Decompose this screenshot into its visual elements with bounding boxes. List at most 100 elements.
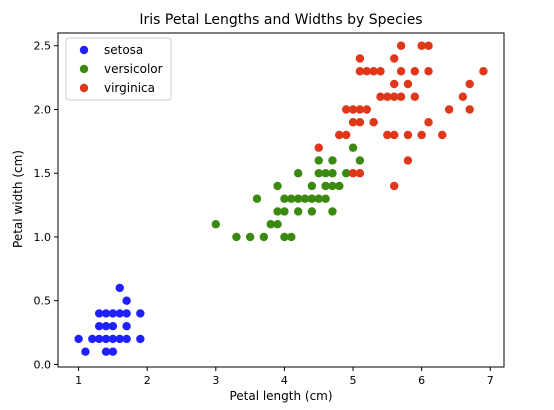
data-point-versicolor (252, 194, 262, 203)
data-point-setosa (101, 322, 111, 331)
data-point-versicolor (293, 207, 303, 216)
data-point-virginica (341, 130, 351, 140)
data-point-setosa (94, 309, 104, 318)
x-axis: 1 2 3 4 5 6 7 (75, 367, 494, 387)
data-point-setosa (136, 334, 145, 344)
y-tick-label: 0.0 (34, 358, 52, 371)
data-point-versicolor (314, 169, 323, 178)
data-point-setosa (115, 309, 124, 318)
legend-marker (79, 64, 89, 74)
data-point-virginica (396, 41, 406, 50)
data-point-setosa (81, 347, 90, 356)
data-point-versicolor (232, 232, 241, 242)
data-point-virginica (362, 105, 371, 114)
data-point-virginica (383, 130, 392, 140)
legend-box (65, 37, 172, 101)
legend-label: versicolor (104, 62, 163, 76)
chart-title: Iris Petal Lengths and Widths by Species (139, 12, 422, 28)
data-point-versicolor (314, 194, 323, 203)
data-point-versicolor (321, 169, 330, 178)
data-point-virginica (390, 130, 399, 140)
data-point-setosa (101, 334, 111, 344)
x-axis-label: Petal length (cm) (229, 389, 332, 403)
data-point-setosa (122, 334, 131, 344)
data-point-virginica (465, 105, 474, 114)
y-tick-label: 1.5 (34, 167, 52, 180)
data-point-virginica (417, 130, 426, 140)
x-tick-label: 6 (418, 374, 425, 387)
data-point-virginica (458, 92, 468, 101)
y-tick-label: 0.5 (34, 295, 52, 308)
y-axis: 0.0 0.5 1.0 1.5 2.0 2.5 (34, 40, 58, 371)
data-point-setosa (108, 322, 118, 331)
data-point-virginica (403, 156, 413, 165)
legend-label: virginica (104, 81, 155, 95)
x-tick-label: 7 (487, 374, 494, 387)
data-point-versicolor (280, 232, 289, 242)
data-point-versicolor (259, 232, 269, 242)
x-tick-label: 2 (144, 374, 151, 387)
data-point-versicolor (328, 181, 337, 191)
data-point-virginica (424, 41, 433, 50)
series-setosa (74, 283, 145, 356)
data-point-virginica (396, 92, 406, 101)
legend-marker (79, 83, 89, 93)
data-point-setosa (94, 322, 104, 331)
data-point-versicolor (273, 181, 282, 191)
data-point-virginica (410, 92, 419, 101)
data-point-virginica (390, 92, 399, 101)
data-point-versicolor (328, 156, 337, 165)
legend-marker (79, 45, 89, 55)
data-point-virginica (390, 181, 399, 191)
data-point-setosa (115, 334, 124, 344)
data-point-setosa (94, 334, 104, 344)
data-point-virginica (348, 118, 358, 127)
x-tick-label: 1 (75, 374, 82, 387)
data-point-virginica (403, 79, 413, 89)
plot-frame (57, 32, 505, 368)
data-point-versicolor (273, 220, 282, 229)
data-point-virginica (465, 79, 474, 89)
data-point-versicolor (287, 232, 296, 242)
data-point-virginica (390, 54, 399, 63)
data-point-setosa (108, 309, 118, 318)
data-point-versicolor (293, 169, 303, 178)
plot-area (57, 32, 505, 368)
data-point-versicolor (293, 194, 303, 203)
data-point-virginica (417, 41, 426, 50)
data-point-versicolor (245, 232, 255, 242)
data-point-virginica (479, 67, 488, 76)
data-point-versicolor (266, 220, 275, 229)
y-tick-label: 2.5 (34, 40, 52, 53)
data-point-virginica (438, 130, 447, 140)
legend: setosa versicolor virginica (65, 37, 172, 101)
data-point-versicolor (335, 181, 344, 191)
data-point-setosa (122, 322, 131, 331)
data-point-virginica (444, 105, 454, 114)
data-point-virginica (403, 130, 413, 140)
data-point-setosa (74, 334, 83, 344)
x-tick-label: 4 (281, 374, 288, 387)
data-point-virginica (369, 67, 378, 76)
data-point-virginica (355, 105, 365, 114)
data-point-versicolor (314, 156, 323, 165)
data-point-setosa (101, 309, 111, 318)
data-point-versicolor (307, 207, 317, 216)
y-tick-label: 2.0 (34, 103, 52, 116)
series-virginica (314, 41, 488, 191)
data-point-virginica (355, 169, 365, 178)
data-point-virginica (335, 130, 344, 140)
data-point-virginica (369, 118, 378, 127)
data-point-virginica (314, 143, 323, 152)
data-point-setosa (136, 309, 145, 318)
data-point-virginica (355, 118, 365, 127)
data-point-setosa (108, 334, 118, 344)
data-point-versicolor (328, 207, 337, 216)
x-tick-label: 3 (212, 374, 219, 387)
data-point-versicolor (321, 181, 330, 191)
data-point-versicolor (307, 181, 317, 191)
data-point-virginica (376, 67, 385, 76)
data-point-virginica (348, 105, 358, 114)
data-point-versicolor (321, 194, 330, 203)
